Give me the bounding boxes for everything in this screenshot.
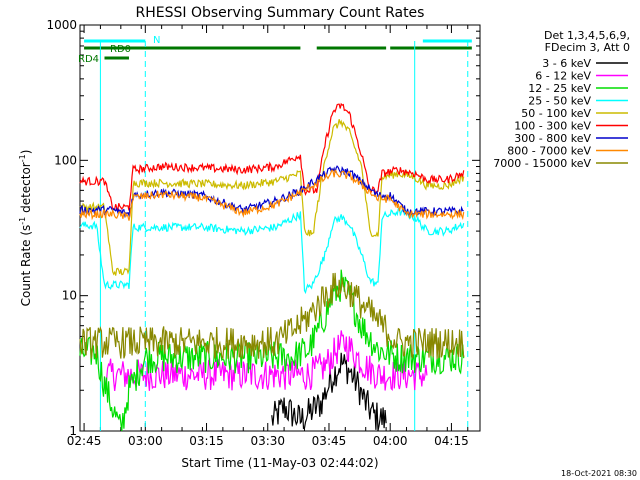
legend-label: 12 - 25 keV (528, 82, 591, 95)
y-axis-label: Count Rate (s-1 detector-1) (18, 150, 33, 307)
legend: Det 1,3,4,5,6,9, FDecim 3, Att 0 3 - 6 k… (493, 29, 630, 170)
status-bars (84, 39, 472, 60)
x-tick-label: 02:45 (67, 434, 102, 448)
series-lines (79, 102, 465, 432)
legend-label: 100 - 300 keV (514, 120, 591, 133)
series-line (79, 169, 465, 221)
series-line (79, 119, 465, 276)
legend-header-line: FDecim 3, Att 0 (545, 41, 630, 54)
series-line (79, 269, 465, 432)
chart-title: RHESSI Observing Summary Count Rates (136, 5, 425, 21)
series-line (271, 352, 387, 431)
series-line (79, 102, 465, 213)
series-line (79, 207, 465, 295)
series-line (79, 272, 465, 360)
legend-label: 800 - 7000 keV (507, 145, 591, 158)
legend-label: 7000 - 15000 keV (493, 157, 591, 170)
legend-label: 300 - 800 keV (514, 132, 591, 145)
rd0-label: RD0 (110, 44, 131, 55)
legend-label: 6 - 12 keV (535, 70, 591, 83)
x-tick-label: 03:45 (312, 434, 347, 448)
y-axis-label-sup: -1 (18, 154, 27, 162)
y-axis-label-part: ) (19, 150, 33, 155)
legend-label: 25 - 50 keV (528, 95, 591, 108)
legend-header-line: Det 1,3,4,5,6,9, (544, 29, 630, 42)
axis-ticks: 02:45 03:00 03:15 03:30 03:45 04:00 04:15 1 10 10… (46, 18, 480, 448)
plot-frame (79, 24, 481, 432)
y-tick-label: 100 (54, 153, 77, 167)
footer-timestamp: 18-Oct-2021 08:30 (561, 469, 637, 478)
y-tick-label: 10 (62, 289, 77, 303)
y-axis-label-part: detector (19, 162, 33, 217)
x-axis-label: Start Time (11-May-03 02:44:02) (181, 456, 378, 470)
series-line (103, 330, 428, 391)
saa-label: N (153, 35, 160, 46)
x-tick-label: 03:30 (250, 434, 285, 448)
y-axis-label-part: Count Rate (s (19, 225, 33, 307)
x-tick-label: 04:00 (373, 434, 408, 448)
x-tick-label: 04:15 (434, 434, 469, 448)
y-axis-label-sup: -1 (18, 217, 27, 225)
x-tick-label: 03:00 (128, 434, 163, 448)
y-tick-label: 1 (69, 424, 77, 438)
legend-label: 50 - 100 keV (521, 107, 591, 120)
legend-label: 3 - 6 keV (542, 57, 591, 70)
rd4-label: RD4 (78, 54, 99, 65)
y-tick-label: 1000 (46, 18, 77, 32)
x-tick-label: 03:15 (189, 434, 224, 448)
